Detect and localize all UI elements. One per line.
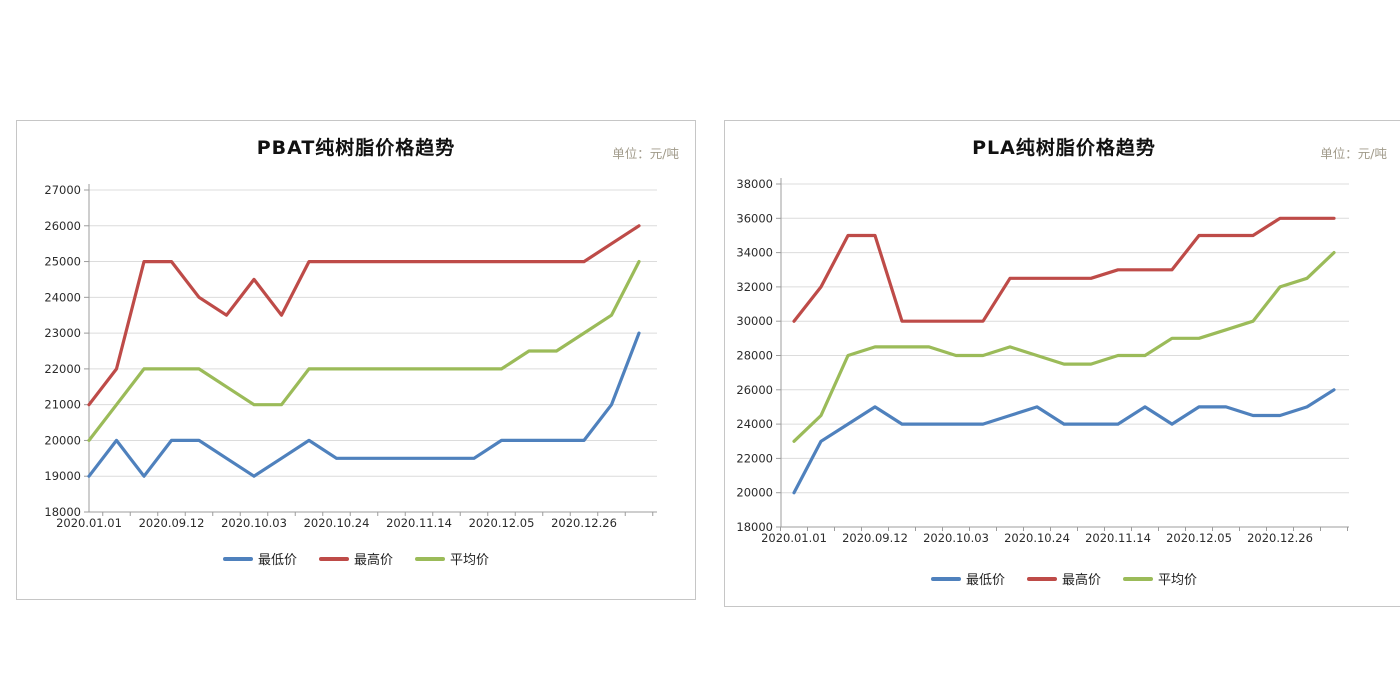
legend-line-swatch <box>222 556 253 561</box>
y-tick-label: 34000 <box>736 246 773 260</box>
y-tick-label: 22000 <box>44 362 81 376</box>
x-tick-label: 2020.10.24 <box>304 516 370 530</box>
y-tick-label: 22000 <box>736 451 773 465</box>
y-tick-label: 20000 <box>44 433 81 447</box>
x-tick-label: 2020.09.12 <box>139 516 205 530</box>
series-line-平均价 <box>792 251 1336 443</box>
legend-label: 最低价 <box>257 553 297 568</box>
y-tick-label: 25000 <box>44 255 81 269</box>
x-tick-label: 2020.10.24 <box>1004 531 1070 545</box>
pla-chart-card: PLA纯树脂价格趋势 单位：元/吨 38000 36000 34000 32000 30… <box>724 120 1400 607</box>
y-tick-label: 38000 <box>736 177 773 191</box>
series-line-最低价 <box>792 388 1336 495</box>
pbat-plot-area: 27000 26000 25000 24000 23000 22000 21000 20000… <box>44 183 657 530</box>
legend-item: 最低价 <box>222 549 297 568</box>
legend-item: 平均价 <box>1123 569 1197 588</box>
legend-line-swatch <box>415 556 445 561</box>
legend-item: 平均价 <box>415 549 489 568</box>
x-tick-label: 2020.12.05 <box>1166 531 1232 545</box>
y-tick-label: 21000 <box>44 398 81 412</box>
x-tick-label: 2020.11.14 <box>1085 531 1151 545</box>
pbat-chart-card: PBAT纯树脂价格趋势 单位：元/吨 27000 26000 25000 24000 2… <box>16 120 696 600</box>
y-tick-label: 28000 <box>736 349 773 363</box>
x-tick-label: 2020.12.26 <box>1247 531 1313 545</box>
legend-line-swatch <box>1026 576 1057 581</box>
y-tick-label: 36000 <box>736 211 773 225</box>
x-tick-label: 2020.11.14 <box>386 516 452 530</box>
y-tick-label: 24000 <box>44 290 81 304</box>
y-tick-label: 26000 <box>736 383 773 397</box>
legend-label: 最低价 <box>965 573 1005 588</box>
legend-label: 平均价 <box>450 553 490 568</box>
y-tick-label: 20000 <box>736 486 773 500</box>
pla-legend: 最低价 最高价 平均价 <box>725 569 1400 588</box>
legend-line-swatch <box>318 556 349 561</box>
pbat-chart-title: PBAT纯树脂价格趋势 <box>256 137 456 159</box>
x-tick-label: 2020.10.03 <box>221 516 287 530</box>
series-line-最高价 <box>87 224 641 407</box>
series-line-平均价 <box>87 260 641 442</box>
x-tick-label: 2020.01.01 <box>761 531 827 545</box>
y-tick-label: 19000 <box>44 469 81 483</box>
legend-item: 最高价 <box>318 549 393 568</box>
legend-label: 最高价 <box>1061 573 1101 588</box>
y-tick-label: 24000 <box>736 417 773 431</box>
legend-label: 平均价 <box>1158 573 1198 588</box>
pla-plot-area: 38000 36000 34000 32000 30000 28000 26000 24000… <box>736 177 1349 545</box>
legend-label: 最高价 <box>353 553 393 568</box>
pbat-legend: 最低价 最高价 平均价 <box>17 549 695 568</box>
y-tick-label: 23000 <box>44 326 81 340</box>
pla-chart-title: PLA纯树脂价格趋势 <box>972 137 1156 159</box>
pbat-unit-label: 单位：元/吨 <box>612 146 679 161</box>
y-tick-label: 18000 <box>736 520 773 534</box>
x-tick-label: 2020.01.01 <box>56 516 122 530</box>
y-tick-label: 18000 <box>44 505 81 519</box>
x-tick-label: 2020.12.05 <box>469 516 535 530</box>
y-tick-label: 27000 <box>44 183 81 197</box>
pla-unit-label: 单位：元/吨 <box>1320 146 1387 161</box>
y-tick-label: 32000 <box>736 280 773 294</box>
x-tick-label: 2020.09.12 <box>842 531 908 545</box>
x-tick-label: 2020.10.03 <box>923 531 989 545</box>
y-tick-label: 26000 <box>44 219 81 233</box>
series-line-最低价 <box>87 331 641 478</box>
legend-line-swatch <box>930 576 961 581</box>
legend-item: 最低价 <box>930 569 1005 588</box>
legend-item: 最高价 <box>1026 569 1101 588</box>
series-line-最高价 <box>792 216 1336 323</box>
x-tick-label: 2020.12.26 <box>551 516 617 530</box>
y-tick-label: 30000 <box>736 314 773 328</box>
legend-line-swatch <box>1123 576 1153 581</box>
